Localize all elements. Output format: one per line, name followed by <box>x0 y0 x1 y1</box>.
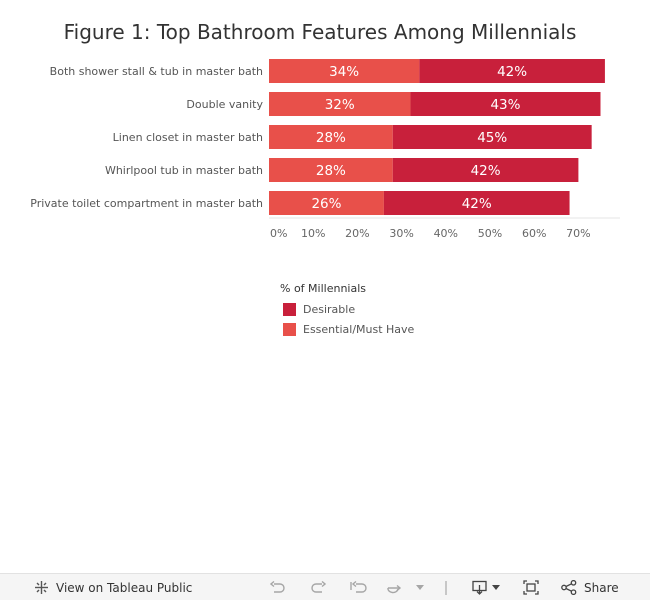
toolbar-divider <box>445 574 447 601</box>
legend: % of Millennials Desirable Essential/Must… <box>280 282 414 339</box>
category-label: Whirlpool tub in master bath <box>105 164 263 177</box>
bar-essential[interactable] <box>269 125 393 149</box>
bars <box>269 59 605 215</box>
download-icon <box>472 580 487 595</box>
legend-items: Desirable Essential/Must Have <box>280 299 414 339</box>
share-icon <box>561 580 577 595</box>
x-tick-label: 30% <box>389 227 413 240</box>
bar-desirable[interactable] <box>392 125 592 149</box>
revert-button[interactable] <box>350 574 368 601</box>
bar-desirable[interactable] <box>392 158 579 182</box>
bar-essential[interactable] <box>269 158 393 182</box>
download-dropdown-icon <box>492 584 500 591</box>
bar-desirable[interactable] <box>383 191 570 215</box>
data-label: 42% <box>462 196 492 212</box>
x-tick-label: 40% <box>434 227 458 240</box>
category-label: Linen closet in master bath <box>113 131 263 144</box>
x-tick-label: 50% <box>478 227 502 240</box>
refresh-icon <box>386 581 402 595</box>
data-label: 42% <box>471 163 501 179</box>
legend-title: % of Millennials <box>280 282 367 295</box>
x-axis-ticks: 0% 10% 20% 30% 40% 50% 60% 70% <box>270 227 591 240</box>
undo-icon <box>270 580 286 595</box>
fullscreen-icon <box>523 580 539 595</box>
data-label: 32% <box>325 97 355 113</box>
x-tick-label: 60% <box>522 227 546 240</box>
data-label: 28% <box>316 130 346 146</box>
view-on-tableau-label: View on Tableau Public <box>56 580 193 595</box>
refresh-button[interactable] <box>386 574 402 601</box>
legend-label: Essential/Must Have <box>303 322 415 336</box>
download-button[interactable] <box>472 574 500 601</box>
bar-chart: Both shower stall & tub in master bath Do… <box>30 59 620 240</box>
redo-button[interactable] <box>310 574 326 601</box>
category-label: Private toilet compartment in master bat… <box>30 197 263 210</box>
category-labels: Both shower stall & tub in master bath Do… <box>30 65 263 210</box>
share-label: Share <box>584 580 619 595</box>
bar-desirable[interactable] <box>419 59 605 83</box>
data-label: 34% <box>329 64 359 80</box>
data-label: 42% <box>497 64 527 80</box>
x-tick-label: 20% <box>345 227 369 240</box>
chart-title: Figure 1: Top Bathroom Features Among Mi… <box>63 20 577 44</box>
legend-item[interactable]: Desirable <box>280 299 414 319</box>
x-tick-label: 0% <box>270 227 287 240</box>
redo-icon <box>310 580 326 595</box>
x-tick-label: 70% <box>566 227 590 240</box>
legend-item[interactable]: Essential/Must Have <box>280 319 414 339</box>
data-label: 43% <box>490 97 520 113</box>
data-label: 45% <box>477 130 507 146</box>
x-tick-label: 10% <box>301 227 325 240</box>
legend-label: Desirable <box>303 302 356 316</box>
category-label: Both shower stall & tub in master bath <box>50 65 263 78</box>
bar-essential[interactable] <box>269 92 411 116</box>
bar-essential[interactable] <box>269 191 384 215</box>
toolbar: View on Tableau Public <box>0 573 650 600</box>
revert-icon <box>350 580 368 595</box>
legend-swatch <box>283 322 296 336</box>
share-button[interactable]: Share <box>561 574 619 601</box>
bar-essential[interactable] <box>269 59 420 83</box>
bar-desirable[interactable] <box>410 92 601 116</box>
refresh-dropdown[interactable] <box>416 574 424 601</box>
category-label: Double vanity <box>186 98 263 111</box>
view-on-tableau-button[interactable]: View on Tableau Public <box>34 574 192 601</box>
dropdown-icon <box>416 584 424 591</box>
fullscreen-button[interactable] <box>523 574 539 601</box>
data-label: 26% <box>311 196 341 212</box>
tableau-logo-icon <box>34 580 49 595</box>
undo-button[interactable] <box>270 574 286 601</box>
legend-swatch <box>283 302 296 316</box>
data-labels: 34% 42% 32% 43% 28% 45% 28% 42% 26% 42% <box>311 64 527 212</box>
data-label: 28% <box>316 163 346 179</box>
